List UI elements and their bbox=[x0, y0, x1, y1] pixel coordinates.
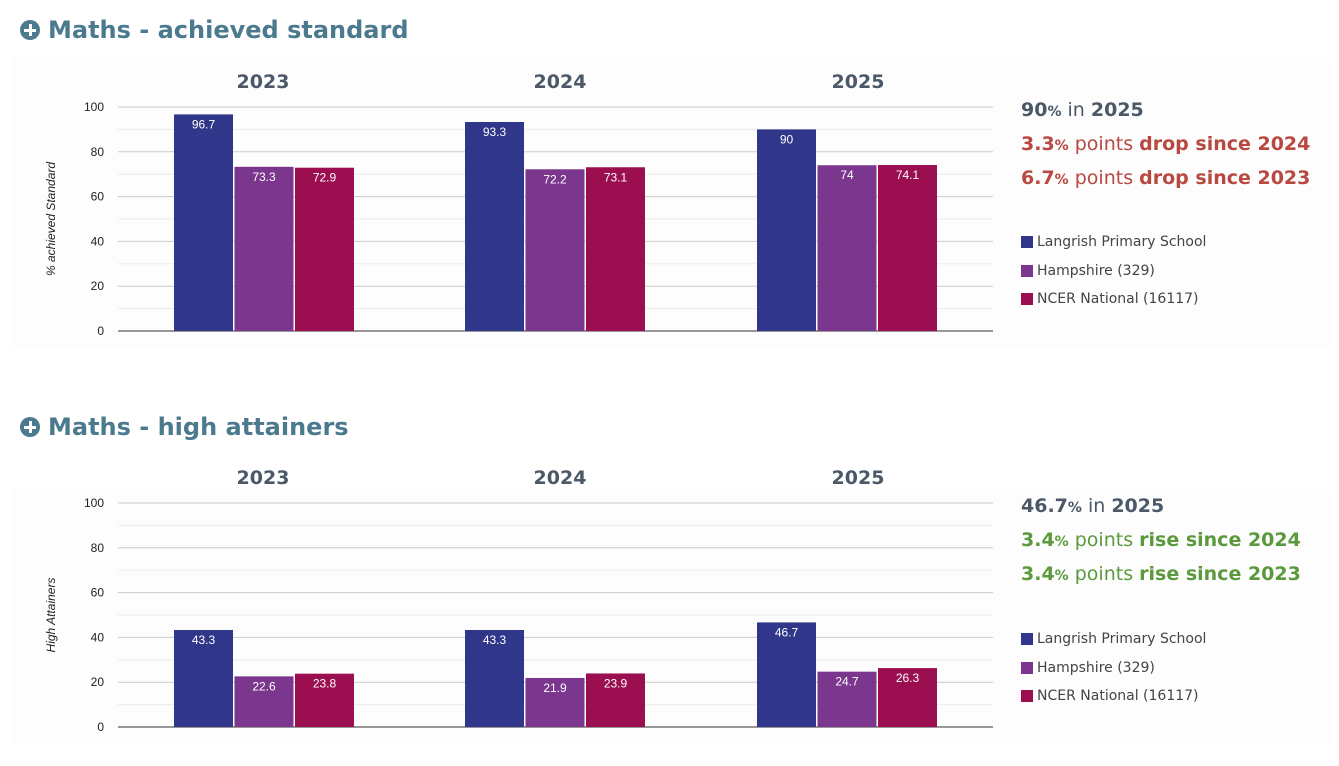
y-tick-label: 40 bbox=[91, 630, 105, 644]
chart-legend: Langrish Primary School Hampshire (329) … bbox=[1021, 228, 1206, 314]
legend-swatch bbox=[1021, 293, 1033, 306]
bar-value-label: 43.3 bbox=[192, 633, 216, 647]
y-tick-label: 80 bbox=[91, 541, 105, 555]
y-tick-label: 0 bbox=[97, 324, 104, 338]
bar bbox=[174, 114, 233, 331]
plot-area: 0 20 40 60 80 100 % achieved Standard 2023 2024 2… bbox=[44, 71, 993, 338]
bar bbox=[525, 169, 585, 331]
bar bbox=[817, 671, 877, 727]
summary-main: 90% in 2025 bbox=[1021, 99, 1144, 121]
bar-value-label: 46.7 bbox=[775, 625, 799, 639]
expand-plus-icon[interactable] bbox=[20, 20, 40, 40]
y-tick-label: 100 bbox=[84, 100, 104, 114]
y-axis-label: % achieved Standard bbox=[44, 162, 58, 276]
category-label: 2025 bbox=[832, 467, 885, 489]
bar-value-label: 22.6 bbox=[252, 679, 276, 693]
chart-legend: Langrish Primary School Hampshire (329) … bbox=[1021, 625, 1206, 711]
bar bbox=[465, 122, 524, 332]
bar-value-label: 74 bbox=[840, 168, 854, 182]
section-header[interactable]: Maths - achieved standard bbox=[20, 16, 409, 44]
bar-value-label: 43.3 bbox=[483, 633, 507, 647]
bar bbox=[757, 129, 816, 331]
bar-value-label: 72.9 bbox=[313, 171, 337, 185]
y-tick-label: 40 bbox=[91, 234, 105, 248]
bar bbox=[757, 622, 816, 727]
summary-change-1: 3.4% points rise since 2024 bbox=[1021, 529, 1301, 551]
summary-panel: 46.7% in 2025 3.4% points rise since 202… bbox=[1021, 490, 1331, 592]
legend-swatch bbox=[1021, 236, 1033, 249]
bar-value-label: 74.1 bbox=[896, 168, 920, 182]
summary-change-2: 3.4% points rise since 2023 bbox=[1021, 563, 1301, 585]
bar-value-label: 73.1 bbox=[604, 170, 628, 184]
bar bbox=[586, 167, 645, 331]
section-high-attainers: Maths - high attainers 0 20 40 60 80 100 High … bbox=[0, 397, 1339, 766]
legend-item-hampshire[interactable]: Hampshire (329) bbox=[1021, 654, 1206, 683]
bar-value-label: 90 bbox=[780, 132, 794, 146]
bar-value-label: 72.2 bbox=[543, 172, 567, 186]
expand-plus-icon[interactable] bbox=[20, 417, 40, 437]
y-tick-label: 100 bbox=[84, 496, 104, 510]
bar bbox=[234, 676, 294, 727]
bar-value-label: 96.7 bbox=[192, 117, 216, 131]
legend-swatch bbox=[1021, 633, 1033, 646]
plot-area: 0 20 40 60 80 100 High Attainers 2023 2024 2025 43… bbox=[44, 467, 993, 734]
y-tick-label: 20 bbox=[91, 675, 105, 689]
bar-chart-high-attainers: 0 20 40 60 80 100 High Attainers 2023 2024 2025 43… bbox=[44, 467, 993, 734]
summary-change-2: 6.7% points drop since 2023 bbox=[1021, 167, 1311, 189]
category-label: 2024 bbox=[534, 71, 587, 93]
section-title: Maths - achieved standard bbox=[48, 16, 409, 44]
y-tick-label: 80 bbox=[91, 145, 105, 159]
bar-value-label: 23.8 bbox=[313, 677, 337, 691]
category-label: 2025 bbox=[832, 71, 885, 93]
summary-change-1: 3.3% points drop since 2024 bbox=[1021, 133, 1311, 155]
bar bbox=[525, 677, 585, 727]
category-label: 2023 bbox=[237, 467, 290, 489]
legend-swatch bbox=[1021, 264, 1033, 277]
y-axis-label: High Attainers bbox=[44, 578, 58, 653]
bar bbox=[465, 630, 524, 727]
legend-swatch bbox=[1021, 690, 1033, 703]
bar-value-label: 23.9 bbox=[604, 676, 628, 690]
legend-item-national[interactable]: NCER National (16117) bbox=[1021, 285, 1206, 314]
bar bbox=[174, 630, 233, 727]
bar-chart-achieved-standard: 0 20 40 60 80 100 % achieved Standard 2023 2024 2… bbox=[44, 71, 993, 338]
summary-panel: 90% in 2025 3.3% points drop since 2024 … bbox=[1021, 94, 1331, 196]
section-achieved-standard: Maths - achieved standard 0 20 40 60 80 100 % … bbox=[20, 16, 1331, 338]
y-tick-label: 20 bbox=[91, 279, 105, 293]
category-label: 2024 bbox=[534, 467, 587, 489]
bar bbox=[878, 165, 937, 331]
section-title: Maths - high attainers bbox=[48, 413, 349, 441]
bar bbox=[295, 167, 354, 331]
y-tick-label: 60 bbox=[91, 586, 105, 600]
bar bbox=[295, 673, 354, 727]
legend-item-hampshire[interactable]: Hampshire (329) bbox=[1021, 257, 1206, 286]
y-tick-label: 0 bbox=[97, 720, 104, 734]
section-header[interactable]: Maths - high attainers bbox=[20, 413, 349, 441]
bar bbox=[817, 165, 877, 331]
legend-item-national[interactable]: NCER National (16117) bbox=[1021, 682, 1206, 711]
legend-item-school[interactable]: Langrish Primary School bbox=[1021, 625, 1206, 654]
bar-value-label: 26.3 bbox=[896, 671, 920, 685]
bar-value-label: 73.3 bbox=[252, 170, 276, 184]
bar bbox=[878, 668, 937, 727]
bar-value-label: 24.7 bbox=[835, 675, 859, 689]
bar bbox=[586, 673, 645, 727]
bar bbox=[234, 166, 294, 331]
summary-main: 46.7% in 2025 bbox=[1021, 495, 1165, 517]
category-label: 2023 bbox=[237, 71, 290, 93]
legend-item-school[interactable]: Langrish Primary School bbox=[1021, 228, 1206, 257]
bar-value-label: 21.9 bbox=[543, 681, 567, 695]
y-tick-label: 60 bbox=[91, 190, 105, 204]
legend-swatch bbox=[1021, 661, 1033, 674]
bar-value-label: 93.3 bbox=[483, 125, 507, 139]
